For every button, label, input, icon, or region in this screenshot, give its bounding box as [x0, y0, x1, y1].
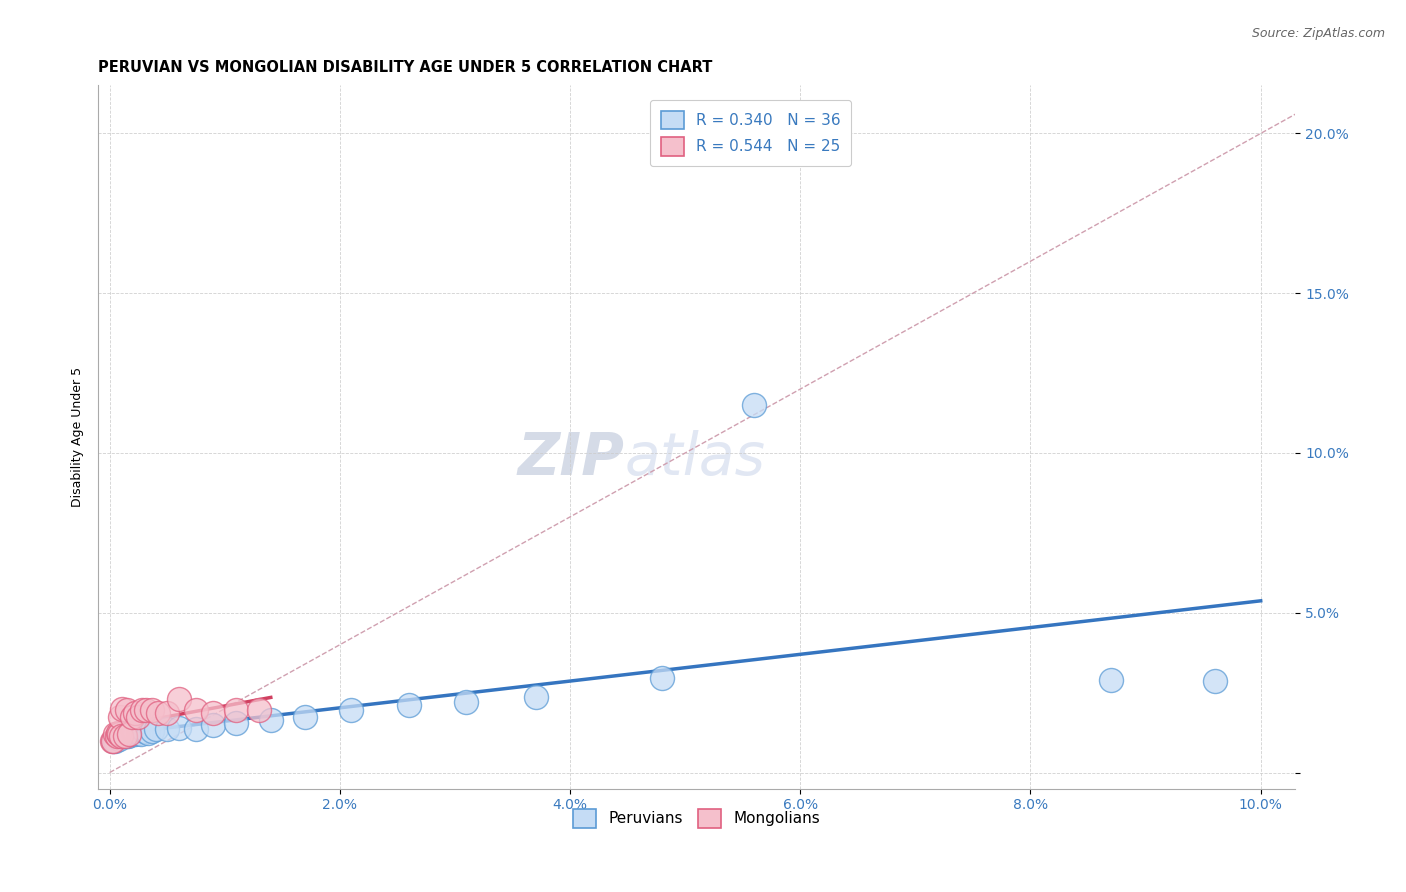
Point: [129, 727, 152, 741]
Point: [127, 709, 149, 723]
Point: [340, 703, 363, 717]
Point: [398, 698, 420, 713]
Point: [456, 695, 478, 709]
Point: [118, 727, 141, 741]
Point: [141, 703, 163, 717]
Point: [107, 725, 129, 739]
Point: [202, 706, 225, 721]
Point: [167, 721, 190, 735]
Point: [105, 729, 128, 743]
Point: [111, 729, 134, 743]
Point: [115, 729, 138, 743]
Point: [131, 703, 153, 717]
Point: [107, 731, 129, 745]
Point: [101, 733, 124, 747]
Point: [110, 729, 132, 743]
Point: [141, 724, 163, 739]
Text: PERUVIAN VS MONGOLIAN DISABILITY AGE UNDER 5 CORRELATION CHART: PERUVIAN VS MONGOLIAN DISABILITY AGE UND…: [98, 60, 713, 75]
Point: [225, 716, 247, 731]
Point: [114, 729, 136, 743]
Point: [156, 723, 179, 737]
Point: [184, 723, 207, 737]
Point: [124, 706, 146, 721]
Point: [121, 709, 143, 723]
Point: [112, 729, 135, 743]
Point: [742, 398, 765, 412]
Point: [101, 733, 124, 747]
Text: Source: ZipAtlas.com: Source: ZipAtlas.com: [1251, 27, 1385, 40]
Y-axis label: Disability Age Under 5: Disability Age Under 5: [72, 367, 84, 507]
Point: [111, 701, 134, 715]
Point: [167, 692, 190, 706]
Point: [134, 724, 156, 739]
Text: atlas: atlas: [624, 430, 766, 487]
Point: [120, 727, 142, 741]
Point: [156, 706, 179, 721]
Point: [104, 733, 127, 747]
Point: [117, 729, 139, 743]
Point: [108, 727, 131, 741]
Point: [110, 729, 132, 743]
Point: [145, 723, 167, 737]
Point: [135, 703, 157, 717]
Point: [202, 717, 225, 731]
Point: [1204, 674, 1226, 689]
Point: [114, 727, 136, 741]
Legend: Peruvians, Mongolians: Peruvians, Mongolians: [567, 803, 827, 834]
Point: [524, 690, 547, 705]
Point: [146, 706, 169, 721]
Point: [136, 725, 159, 739]
Point: [225, 703, 247, 717]
Point: [101, 733, 124, 747]
Point: [105, 729, 128, 743]
Point: [124, 727, 146, 741]
Point: [127, 725, 149, 739]
Point: [184, 703, 207, 717]
Point: [260, 713, 283, 727]
Point: [247, 703, 270, 717]
Point: [108, 727, 131, 741]
Point: [294, 709, 316, 723]
Point: [651, 671, 673, 685]
Point: [115, 703, 138, 717]
Point: [104, 727, 127, 741]
Point: [1099, 673, 1122, 687]
Point: [108, 731, 131, 746]
Text: ZIP: ZIP: [517, 430, 624, 487]
Point: [121, 727, 143, 741]
Point: [108, 709, 131, 723]
